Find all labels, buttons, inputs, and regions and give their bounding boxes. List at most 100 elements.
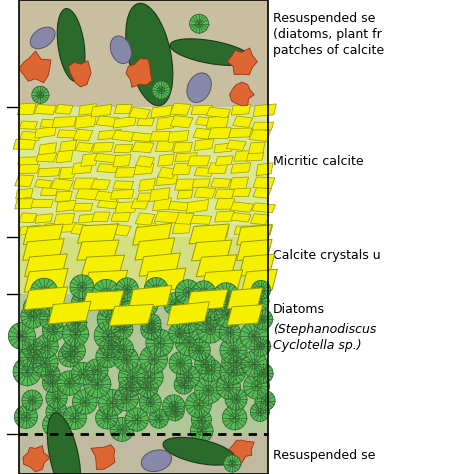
- Circle shape: [118, 363, 146, 392]
- Text: Calcite crystals u: Calcite crystals u: [273, 248, 380, 262]
- Circle shape: [171, 300, 179, 308]
- Circle shape: [228, 345, 238, 356]
- Ellipse shape: [170, 39, 252, 65]
- Circle shape: [28, 396, 36, 404]
- Circle shape: [195, 354, 215, 374]
- Polygon shape: [208, 227, 229, 238]
- Circle shape: [22, 338, 43, 359]
- Circle shape: [24, 297, 43, 317]
- Circle shape: [249, 331, 259, 341]
- Polygon shape: [137, 193, 158, 201]
- Circle shape: [127, 372, 138, 383]
- Circle shape: [66, 312, 87, 333]
- Circle shape: [226, 328, 234, 337]
- Polygon shape: [150, 188, 170, 201]
- Polygon shape: [173, 142, 192, 152]
- Polygon shape: [253, 187, 272, 198]
- Circle shape: [147, 326, 155, 333]
- Polygon shape: [241, 269, 277, 292]
- Polygon shape: [227, 288, 263, 309]
- Bar: [19, 434, 268, 474]
- Circle shape: [96, 407, 118, 429]
- Circle shape: [119, 315, 128, 322]
- Polygon shape: [98, 129, 121, 140]
- Circle shape: [219, 322, 240, 343]
- Polygon shape: [194, 187, 216, 198]
- Circle shape: [250, 402, 269, 421]
- Circle shape: [42, 342, 51, 351]
- Polygon shape: [131, 133, 155, 142]
- Polygon shape: [92, 142, 114, 152]
- Circle shape: [222, 405, 247, 430]
- Circle shape: [183, 372, 192, 381]
- Circle shape: [125, 408, 148, 431]
- Polygon shape: [51, 179, 73, 191]
- Circle shape: [92, 366, 101, 374]
- Circle shape: [78, 369, 87, 378]
- Circle shape: [20, 344, 46, 370]
- Polygon shape: [201, 270, 243, 293]
- Polygon shape: [16, 188, 33, 199]
- Polygon shape: [135, 238, 175, 260]
- Polygon shape: [114, 105, 132, 113]
- Circle shape: [71, 328, 81, 338]
- Circle shape: [28, 312, 37, 321]
- Circle shape: [249, 359, 259, 369]
- Circle shape: [230, 356, 241, 367]
- Polygon shape: [193, 128, 214, 139]
- Polygon shape: [73, 129, 93, 141]
- Circle shape: [80, 397, 90, 407]
- Circle shape: [194, 308, 218, 332]
- Polygon shape: [250, 225, 273, 235]
- Polygon shape: [75, 142, 94, 152]
- Polygon shape: [249, 129, 271, 141]
- Circle shape: [99, 390, 125, 416]
- Polygon shape: [18, 157, 39, 165]
- Circle shape: [144, 278, 168, 301]
- Circle shape: [176, 365, 200, 388]
- Circle shape: [240, 322, 268, 350]
- Text: Micritic calcite: Micritic calcite: [273, 155, 363, 168]
- Circle shape: [57, 371, 82, 395]
- Polygon shape: [167, 301, 210, 325]
- Polygon shape: [155, 211, 180, 223]
- Circle shape: [73, 390, 97, 414]
- Circle shape: [106, 301, 116, 310]
- Circle shape: [28, 352, 38, 362]
- Polygon shape: [191, 215, 212, 224]
- Bar: [19, 275, 268, 434]
- Circle shape: [191, 410, 211, 429]
- Polygon shape: [206, 107, 230, 118]
- Polygon shape: [13, 139, 36, 149]
- Circle shape: [17, 331, 27, 341]
- Polygon shape: [137, 118, 155, 126]
- Circle shape: [229, 460, 236, 467]
- Polygon shape: [95, 191, 119, 202]
- Polygon shape: [43, 223, 60, 234]
- Polygon shape: [191, 240, 232, 261]
- Circle shape: [118, 345, 127, 353]
- Polygon shape: [191, 105, 213, 115]
- Circle shape: [221, 291, 231, 300]
- Polygon shape: [170, 116, 193, 128]
- Polygon shape: [168, 201, 192, 211]
- Polygon shape: [256, 163, 273, 176]
- Circle shape: [35, 335, 58, 358]
- Polygon shape: [75, 188, 100, 200]
- Circle shape: [205, 324, 216, 335]
- Polygon shape: [72, 162, 93, 174]
- Polygon shape: [75, 115, 96, 128]
- Circle shape: [174, 375, 193, 394]
- Polygon shape: [82, 291, 124, 311]
- Polygon shape: [229, 82, 255, 106]
- Polygon shape: [115, 201, 137, 213]
- Polygon shape: [31, 200, 54, 208]
- Polygon shape: [19, 225, 40, 235]
- Circle shape: [117, 296, 125, 305]
- Circle shape: [22, 366, 33, 377]
- Polygon shape: [230, 202, 254, 212]
- Circle shape: [176, 359, 185, 367]
- Polygon shape: [83, 270, 128, 292]
- Polygon shape: [113, 116, 136, 128]
- Polygon shape: [248, 142, 265, 154]
